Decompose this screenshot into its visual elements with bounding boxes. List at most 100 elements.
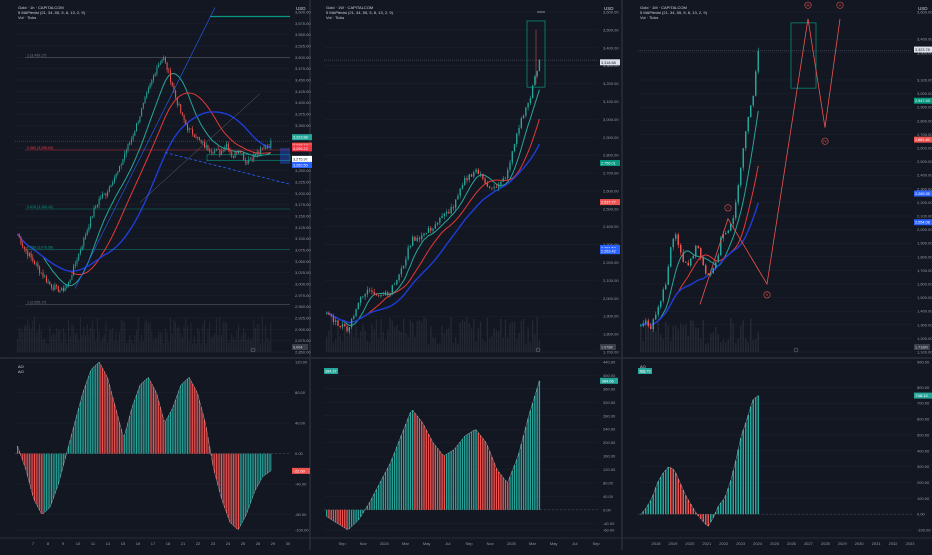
volume-bar <box>747 342 749 352</box>
oscillator-bar <box>222 453 224 504</box>
candle-body <box>217 149 219 150</box>
candle-body <box>236 152 238 154</box>
volume-bar <box>486 317 489 352</box>
oscillator-bar <box>209 446 211 454</box>
panel-1-volume[interactable]: Vol · Ticks <box>18 15 37 20</box>
volume-bar <box>268 340 270 352</box>
candle-body <box>122 159 124 165</box>
osc-axis-label: 960.00 <box>917 360 930 365</box>
candle-body <box>127 144 129 151</box>
candle-body <box>17 234 19 235</box>
oscillator-bar <box>200 406 202 454</box>
candle-body <box>400 268 403 275</box>
candle-body <box>85 235 87 238</box>
panel-1-osc-label-a[interactable]: AO <box>18 364 24 369</box>
oscillator-bar <box>384 472 387 510</box>
candle-body <box>350 318 353 328</box>
oscillator-bar <box>103 371 105 454</box>
panel-3-indicator[interactable]: 5 MAPlevisi (21, 34, 55, 5, 8, 13, 2, 9) <box>640 10 707 15</box>
panel-1-osc-label-b[interactable]: AO <box>18 369 24 374</box>
candle-body <box>176 97 178 105</box>
oscillator-bar <box>717 506 719 515</box>
panel-3-osc-label-b[interactable]: AO <box>640 369 646 374</box>
oscillator-bar <box>369 502 371 510</box>
time-axis-label: 2031 <box>872 541 882 546</box>
oscillator-bar <box>62 453 64 466</box>
volume-bar <box>197 326 199 352</box>
volume-bar <box>685 324 687 352</box>
candle-body <box>175 90 177 98</box>
volume-bar <box>52 332 54 352</box>
candle-body <box>423 233 425 236</box>
oscillator-bar <box>90 370 92 454</box>
candle-body <box>662 289 664 301</box>
oscillator-bar <box>164 421 166 454</box>
oscillator-bar <box>389 463 391 510</box>
candle-body <box>337 320 339 326</box>
panel-1-title[interactable]: Gold · 1h · CAPITALCOM <box>18 5 64 10</box>
price-axis-label: 2,875.00 <box>295 338 311 343</box>
oscillator-bar <box>17 446 19 454</box>
candle-body <box>484 178 486 184</box>
candle-body <box>30 253 32 258</box>
highlight-box <box>790 22 817 89</box>
panel-3-volume[interactable]: Vol · Ticks <box>640 15 659 20</box>
price-tag <box>914 136 932 143</box>
volume-bar <box>330 317 332 352</box>
oscillator-bar <box>100 364 102 454</box>
volume-bar <box>443 333 446 352</box>
oscillator-bar <box>214 453 216 474</box>
volume-bar <box>166 331 168 352</box>
volume-bar <box>682 325 684 352</box>
oscillator-bar <box>687 499 689 515</box>
price-axis-label: 3,150.00 <box>295 214 311 219</box>
volume-bar <box>717 334 719 352</box>
volume-bar <box>675 325 677 352</box>
volume-bar <box>241 334 243 352</box>
candle-body <box>193 134 195 137</box>
oscillator-bar <box>239 453 241 527</box>
panel-2-volume[interactable]: Vol · Ticks <box>326 15 345 20</box>
volume-bar <box>493 328 495 352</box>
volume-bar <box>445 328 448 352</box>
volume-bar <box>742 320 744 352</box>
volume-bar <box>670 340 672 352</box>
volume-tag <box>914 344 930 350</box>
oscillator-bar <box>341 509 344 527</box>
volume-bar <box>151 331 153 352</box>
volume-bar <box>71 323 73 352</box>
candle-body <box>715 262 717 268</box>
moving-average-line <box>326 118 540 323</box>
time-axis-label: 2032 <box>889 541 899 546</box>
oscillator-bar <box>232 453 234 526</box>
volume-bar <box>44 338 46 352</box>
panel-3-osc-label-a[interactable]: AO <box>640 364 646 369</box>
candle-body <box>452 207 455 208</box>
volume-bar <box>710 333 712 352</box>
oscillator-bar <box>466 434 468 510</box>
candle-body <box>642 323 644 326</box>
oscillator-bar <box>180 385 182 454</box>
panel-1-indicator[interactable]: 5 MAPlevisi (21, 34, 55, 5, 8, 13, 2, 9) <box>18 10 85 15</box>
panel-2-title[interactable]: Gold · 1W · CAPITALCOM <box>326 5 374 10</box>
candle-body <box>98 198 100 205</box>
volume-bar <box>755 338 757 352</box>
oscillator-bar <box>710 514 712 522</box>
volume-bar <box>47 343 49 352</box>
panel-2-indicator[interactable]: 5 MAPlevisi (21, 34, 55, 5, 8, 13, 2, 9) <box>326 10 393 15</box>
volume-bar <box>137 317 139 352</box>
volume-bar <box>25 325 27 352</box>
oscillator-bar <box>270 453 272 471</box>
fib-level-label: 0.618 (3,165.42) <box>27 205 53 209</box>
osc-axis-label: 800.00 <box>917 385 930 390</box>
candle-body <box>144 97 146 103</box>
candle-body <box>132 135 134 140</box>
oscillator-bar <box>183 381 185 454</box>
volume-bar <box>170 317 172 352</box>
panel-3-title[interactable]: Gold · 1M · CAPITALCOM <box>640 5 687 10</box>
oscillator-bar <box>479 435 482 510</box>
oscillator-bar <box>500 474 502 510</box>
panel-3-header: Gold · 1M · CAPITALCOM 5 MAPlevisi (21, … <box>640 5 707 20</box>
time-axis-label: 2018 <box>652 541 662 546</box>
candle-body <box>270 141 272 148</box>
